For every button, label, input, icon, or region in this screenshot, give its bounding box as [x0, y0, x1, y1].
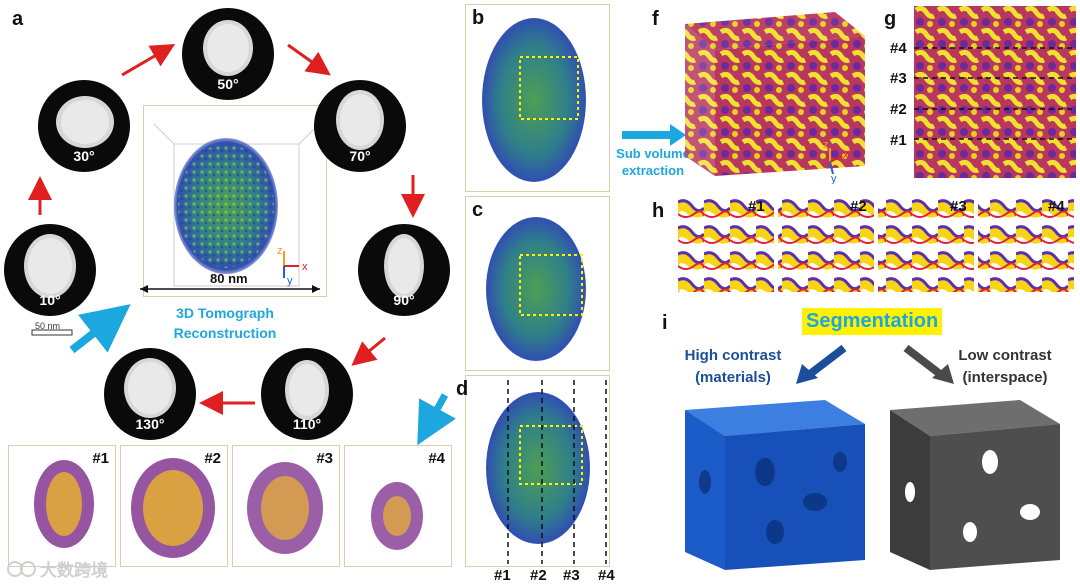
- panel-a-letter: a: [12, 8, 24, 30]
- h-slice-2: #2: [850, 198, 867, 215]
- panel-d: d: [456, 375, 610, 567]
- interspace-cube: [890, 400, 1060, 570]
- high-contrast-label: High contrast (materials): [668, 345, 798, 389]
- low-contrast-label: Low contrast (interspace): [940, 345, 1070, 389]
- subvolume-caption: Sub volume extraction: [608, 145, 698, 179]
- projection-arrows: [28, 43, 456, 446]
- slice-label: #3: [316, 450, 333, 467]
- slice-e2: #2: [120, 445, 228, 567]
- slice-e1: #1: [8, 445, 116, 567]
- axis-y-label: y: [287, 275, 293, 287]
- f-axis-y: y: [831, 173, 837, 184]
- reconstruction-volume: z x y: [153, 123, 320, 287]
- angle-label: 50°: [217, 76, 239, 92]
- reconstruction-caption: 3D Tomograph Reconstruction: [160, 303, 290, 343]
- angle-label: 90°: [393, 292, 415, 308]
- axis-z-label: z: [277, 245, 283, 257]
- slice-e3: #3: [232, 445, 340, 567]
- angle-label: 110°: [292, 416, 322, 432]
- panel-f-letter: f: [652, 8, 659, 30]
- projection-30: 30°: [38, 80, 130, 172]
- materials-cube: [685, 400, 865, 570]
- slice-e4: #4: [344, 445, 452, 567]
- g-slice-4: #4: [890, 40, 907, 57]
- slice-label: #1: [92, 450, 109, 467]
- subvolume-cube: z x y: [685, 12, 865, 184]
- panel-c-letter: c: [472, 199, 484, 221]
- low-contrast-text: Low contrast (interspace): [958, 347, 1052, 386]
- subvolume-arrow: [622, 124, 686, 146]
- slice-label: #4: [428, 450, 445, 467]
- angle-label: 10°: [39, 292, 61, 308]
- f-axis-x: x: [843, 149, 849, 161]
- panel-d-letter: d: [456, 378, 469, 400]
- projection-110: 110°: [261, 348, 353, 440]
- high-contrast-text: High contrast (materials): [684, 347, 782, 386]
- segmentation-arrows: [796, 344, 954, 384]
- g-slice-2: #2: [890, 101, 907, 118]
- watermark-logo-icon: [7, 560, 36, 577]
- d-slice-3: #3: [563, 567, 580, 584]
- projection-10: 10°: [4, 224, 96, 316]
- panel-b-letter: b: [472, 7, 485, 29]
- panel-b: b: [465, 4, 610, 192]
- panel-i-letter: i: [662, 312, 668, 334]
- projection-90: 90°: [358, 224, 450, 316]
- projection-130: 130°: [104, 348, 196, 440]
- subvolume-text: Sub volume extraction: [616, 146, 690, 178]
- panel-g-letter: g: [884, 8, 897, 30]
- watermark: 大数跨境: [6, 556, 108, 581]
- angle-label: 130°: [135, 416, 165, 432]
- panel-c: c: [465, 196, 610, 371]
- slice-stack: [914, 6, 1076, 178]
- axis-x-label: x: [302, 261, 308, 273]
- h-slice-1: #1: [748, 198, 765, 215]
- angle-label: 30°: [73, 148, 95, 164]
- reconstruction-text: 3D Tomograph Reconstruction: [173, 305, 277, 341]
- d-slice-2: #2: [530, 567, 547, 584]
- scale-bar-label: 50 nm: [35, 321, 61, 331]
- watermark-text: 大数跨境: [40, 561, 108, 580]
- width-label: 80 nm: [210, 271, 248, 286]
- segmentation-title: Segmentation: [802, 308, 943, 335]
- g-slice-3: #3: [890, 70, 907, 87]
- slice-label: #2: [204, 450, 221, 467]
- scale-bar: [31, 329, 73, 336]
- width-dimension: [140, 285, 320, 293]
- d-slice-1: #1: [494, 567, 511, 584]
- d-slice-4: #4: [598, 567, 615, 584]
- panel-h-letter: h: [652, 200, 665, 222]
- reconstruction-frame: z x y: [143, 105, 327, 297]
- h-row: #1 #2 #3 #4: [678, 196, 1074, 292]
- projection-50: 50°: [182, 8, 274, 100]
- g-slice-1: #1: [890, 132, 907, 149]
- f-axis-z: z: [823, 139, 829, 151]
- angle-label: 70°: [349, 148, 371, 164]
- h-slice-3: #3: [950, 198, 967, 215]
- h-slice-4: #4: [1048, 198, 1065, 215]
- projection-70: 70°: [314, 80, 406, 172]
